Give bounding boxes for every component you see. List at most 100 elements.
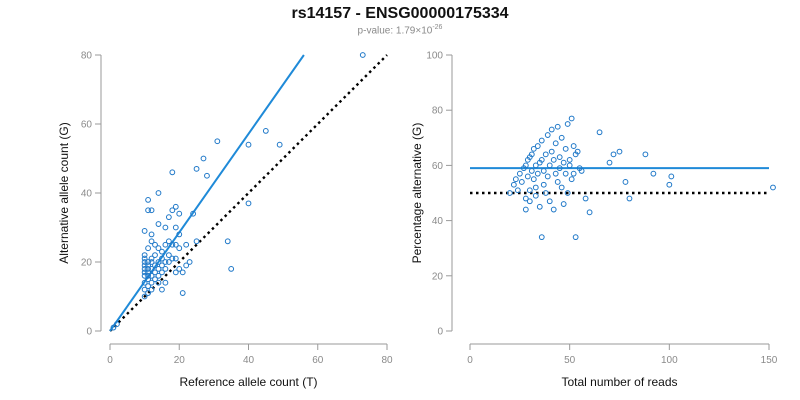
data-point bbox=[582, 195, 589, 202]
data-point bbox=[148, 279, 155, 286]
allele-count-scatter-panel: 0 20 40 60 80 0 20 40 60 80 Reference allele count… bbox=[57, 51, 393, 390]
data-point bbox=[536, 203, 543, 210]
data-point bbox=[512, 176, 519, 183]
data-point bbox=[548, 148, 555, 155]
data-point bbox=[558, 184, 565, 191]
data-point bbox=[544, 132, 551, 138]
data-point bbox=[552, 170, 559, 177]
data-point bbox=[568, 115, 575, 122]
data-point bbox=[550, 206, 557, 213]
y-tick-label: 60 bbox=[432, 161, 444, 172]
reference-line bbox=[109, 54, 388, 332]
data-point bbox=[532, 192, 539, 199]
data-point bbox=[162, 224, 169, 231]
data-point bbox=[162, 279, 169, 286]
data-point bbox=[586, 209, 593, 216]
data-point bbox=[141, 266, 148, 272]
data-point bbox=[148, 286, 155, 293]
percentage-scatter-panel: 0 20 40 60 80 100 0 50 100 150 Total number of rea… bbox=[410, 51, 778, 390]
data-point bbox=[190, 210, 197, 217]
chart-subtitle: p-value: 1.79×10-26 bbox=[0, 24, 800, 36]
data-point bbox=[145, 290, 151, 296]
data-point bbox=[169, 241, 176, 248]
y-tick-label: 80 bbox=[432, 106, 444, 117]
data-point bbox=[532, 184, 539, 191]
data-point bbox=[145, 283, 151, 290]
data-point bbox=[145, 262, 151, 269]
data-point bbox=[145, 197, 151, 203]
y-tick-label: 60 bbox=[81, 120, 93, 131]
data-point bbox=[562, 170, 569, 177]
y-tick-label: 40 bbox=[432, 216, 444, 227]
y-tick-label: 20 bbox=[81, 258, 93, 269]
x-tick-label: 50 bbox=[564, 355, 576, 366]
data-point bbox=[540, 168, 547, 174]
y-tick-label: 100 bbox=[426, 51, 443, 62]
data-point bbox=[179, 290, 186, 296]
data-point bbox=[148, 272, 155, 279]
data-point bbox=[526, 198, 533, 205]
y-axis-label: Alternative allele count (G) bbox=[57, 122, 71, 263]
data-point bbox=[145, 245, 151, 252]
data-point bbox=[172, 269, 179, 276]
data-point bbox=[538, 234, 545, 241]
data-point bbox=[145, 269, 151, 276]
data-point bbox=[534, 143, 541, 149]
y-tick-label: 0 bbox=[86, 327, 92, 338]
data-point bbox=[666, 181, 673, 188]
data-point bbox=[159, 248, 165, 255]
x-tick-label: 0 bbox=[467, 355, 473, 366]
data-point bbox=[172, 255, 179, 262]
x-tick-label: 80 bbox=[381, 355, 393, 366]
data-point bbox=[204, 172, 210, 179]
data-point bbox=[162, 241, 169, 248]
data-point bbox=[359, 52, 366, 58]
data-point bbox=[506, 190, 513, 196]
data-point bbox=[110, 324, 117, 331]
data-point bbox=[183, 241, 190, 248]
data-point bbox=[145, 207, 151, 214]
data-point bbox=[141, 255, 148, 262]
data-point bbox=[162, 266, 169, 272]
data-point bbox=[546, 162, 553, 169]
data-point bbox=[570, 143, 577, 149]
data-point bbox=[532, 162, 539, 169]
p-value-exponent: -26 bbox=[432, 24, 443, 31]
data-point bbox=[148, 238, 155, 245]
data-point bbox=[530, 176, 537, 183]
data-point bbox=[152, 269, 158, 276]
data-point bbox=[224, 238, 231, 245]
data-point bbox=[172, 224, 179, 231]
data-point bbox=[558, 134, 565, 141]
data-point bbox=[159, 269, 165, 276]
data-point bbox=[155, 259, 162, 265]
data-point bbox=[546, 198, 553, 205]
data-point bbox=[186, 259, 193, 265]
data-point bbox=[616, 148, 623, 155]
data-point bbox=[145, 272, 151, 279]
data-point bbox=[245, 141, 252, 148]
data-point bbox=[155, 272, 162, 279]
data-point bbox=[262, 128, 269, 134]
data-point bbox=[214, 138, 221, 145]
data-point bbox=[141, 286, 148, 293]
data-point bbox=[560, 201, 567, 207]
data-point bbox=[528, 151, 535, 158]
data-point bbox=[610, 151, 617, 158]
data-point bbox=[141, 272, 148, 279]
data-point bbox=[165, 238, 172, 245]
data-point bbox=[534, 170, 541, 177]
y-tick-label: 20 bbox=[432, 271, 444, 282]
data-point bbox=[176, 231, 183, 238]
data-point bbox=[141, 228, 148, 234]
x-tick-label: 40 bbox=[243, 355, 255, 366]
x-tick-label: 0 bbox=[107, 355, 113, 366]
data-point bbox=[556, 154, 563, 161]
data-point bbox=[770, 184, 776, 191]
data-point bbox=[176, 266, 183, 272]
data-point bbox=[148, 255, 155, 262]
data-point bbox=[148, 231, 155, 238]
data-point bbox=[522, 195, 529, 202]
data-point bbox=[162, 259, 169, 265]
